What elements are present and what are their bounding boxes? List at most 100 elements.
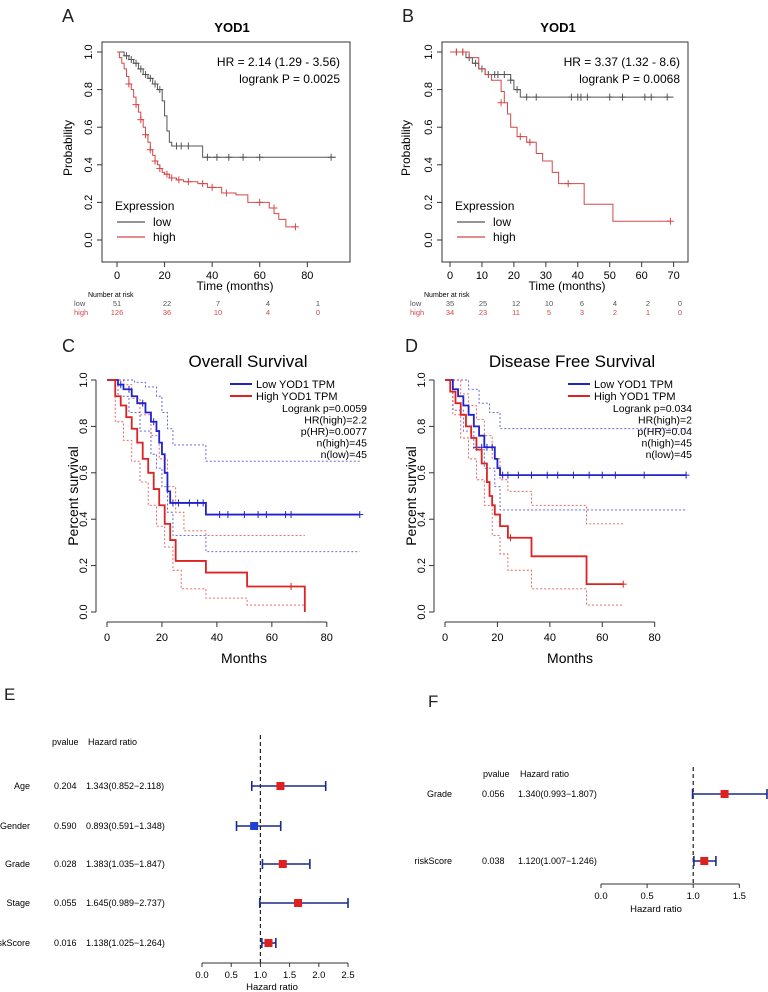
x-tick-label: 0.5 — [641, 891, 654, 902]
x-tick-label: 20 — [156, 632, 168, 644]
x-tick-label: 80 — [649, 632, 661, 644]
x-tick-label: 0 — [104, 632, 110, 644]
x-tick-label: 20 — [158, 270, 170, 282]
ci-upper-band — [445, 379, 624, 525]
risk-table-label: Number at risk — [88, 292, 134, 299]
risk-count: 10 — [545, 299, 553, 308]
hazard-ratio-point — [294, 899, 303, 907]
x-tick-label: 0 — [442, 632, 448, 644]
y-tick-label: 0.2 — [78, 558, 90, 573]
row-hazard-ratio-text: 1.645(0.989−2.737) — [86, 898, 165, 908]
survival-curve-high-yod-tpm — [107, 379, 306, 612]
legend-label: High YOD1 TPM — [256, 391, 338, 403]
risk-row-name: low — [410, 299, 422, 308]
x-tick-label: 80 — [321, 632, 333, 644]
stat-annotation: HR = 3.37 (1.32 - 8.6) — [564, 55, 680, 69]
x-tick-label: 70 — [667, 270, 679, 282]
panel-c: C Overall Survival 0 20 40 60 80 0.0 0.2 0.4 0.6 0.… — [62, 336, 367, 666]
hazard-ratio-point — [264, 939, 273, 947]
y-tick-label: 0.6 — [423, 120, 435, 135]
stat-annotation: logrank P = 0.0068 — [579, 72, 680, 86]
row-hazard-ratio-text: 1.343(0.852−2.118) — [86, 781, 164, 791]
risk-count: 1 — [646, 308, 650, 317]
row-pvalue: 0.055 — [54, 898, 77, 908]
hazard-ratio-point — [700, 857, 709, 865]
stat-annotation: p(HR)=0.0077 — [301, 426, 367, 438]
x-tick-label: 2.0 — [312, 970, 325, 981]
stat-annotation: HR(high)=2.2 — [304, 415, 367, 427]
row-label: Age — [14, 781, 30, 791]
x-tick-label: 30 — [540, 270, 552, 282]
x-axis-label: Time (months) — [529, 279, 606, 293]
y-tick-label: 0.8 — [83, 82, 95, 97]
risk-count: 4 — [266, 299, 270, 308]
legend-label: Low YOD1 TPM — [594, 379, 673, 391]
x-tick-label: 0.5 — [225, 970, 238, 981]
y-tick-label: 0.6 — [83, 120, 95, 135]
row-hazard-ratio-text: 0.893(0.591−1.348) — [86, 821, 165, 831]
row-pvalue: 0.056 — [482, 789, 505, 799]
ci-upper-band — [107, 379, 305, 536]
risk-count: 3 — [580, 308, 584, 317]
stat-annotation: n(high)=45 — [642, 438, 693, 450]
ci-lower-band — [445, 379, 624, 606]
x-tick-label: 0.0 — [195, 970, 208, 981]
x-tick-label: 0.0 — [594, 891, 607, 902]
risk-count: 6 — [580, 299, 584, 308]
y-tick-label: 0.2 — [416, 558, 428, 573]
x-tick-label: 10 — [476, 270, 488, 282]
risk-count: 25 — [479, 299, 487, 308]
hazard-ratio-point — [250, 822, 259, 830]
chart-title: YOD1 — [540, 20, 575, 35]
plot-frame — [441, 41, 689, 263]
x-tick-label: 60 — [254, 270, 266, 282]
x-axis-label: Months — [221, 650, 267, 666]
risk-count: 51 — [113, 299, 121, 308]
row-label: Grade — [5, 859, 30, 869]
stat-annotation: p(HR)=0.04 — [637, 426, 692, 438]
row-label: riskScore — [414, 856, 452, 866]
x-tick-label: 80 — [301, 270, 313, 282]
y-axis-label: Probability — [61, 120, 75, 176]
y-axis-label: Percent survival — [403, 446, 419, 546]
legend-label: low — [153, 215, 171, 229]
hazard-ratio-point — [276, 782, 285, 790]
risk-count: 11 — [512, 308, 520, 317]
y-tick-label: 1.0 — [416, 372, 428, 387]
y-tick-label: 0.4 — [416, 512, 428, 527]
ci-lower-band — [107, 379, 360, 553]
legend-label: high — [493, 230, 516, 244]
risk-row-name: low — [74, 299, 86, 308]
panel-letter: D — [405, 336, 418, 356]
row-label: Stage — [6, 898, 30, 908]
x-tick-label: 20 — [491, 632, 503, 644]
risk-count: 36 — [163, 308, 171, 317]
risk-count: 12 — [512, 299, 520, 308]
row-pvalue: 0.038 — [482, 856, 505, 866]
x-tick-label: 60 — [596, 632, 608, 644]
chart-title: Disease Free Survival — [489, 352, 655, 371]
y-tick-label: 0.0 — [83, 232, 95, 247]
y-axis-label: Percent survival — [65, 446, 81, 546]
x-tick-label: 60 — [266, 632, 278, 644]
stat-annotation: n(low)=45 — [646, 449, 693, 461]
row-hazard-ratio-text: 1.138(1.025−1.264) — [86, 938, 165, 948]
x-tick-label: 2.5 — [341, 970, 354, 981]
x-tick-label: 1.5 — [283, 970, 296, 981]
stat-annotation: Logrank p=0.034 — [613, 403, 692, 415]
row-label: Grade — [427, 789, 452, 799]
y-tick-label: 0.2 — [83, 195, 95, 210]
ci-lower-band — [445, 379, 687, 511]
risk-count: 7 — [216, 299, 220, 308]
legend-label: low — [493, 215, 511, 229]
risk-count: 4 — [613, 299, 617, 308]
column-header-hazard-ratio: Hazard ratio — [88, 737, 137, 747]
y-tick-label: 1.0 — [423, 44, 435, 59]
ci-upper-band — [445, 379, 687, 430]
y-tick-label: 0.0 — [416, 604, 428, 619]
legend-label: Low YOD1 TPM — [256, 379, 335, 391]
legend-label: High YOD1 TPM — [594, 391, 676, 403]
